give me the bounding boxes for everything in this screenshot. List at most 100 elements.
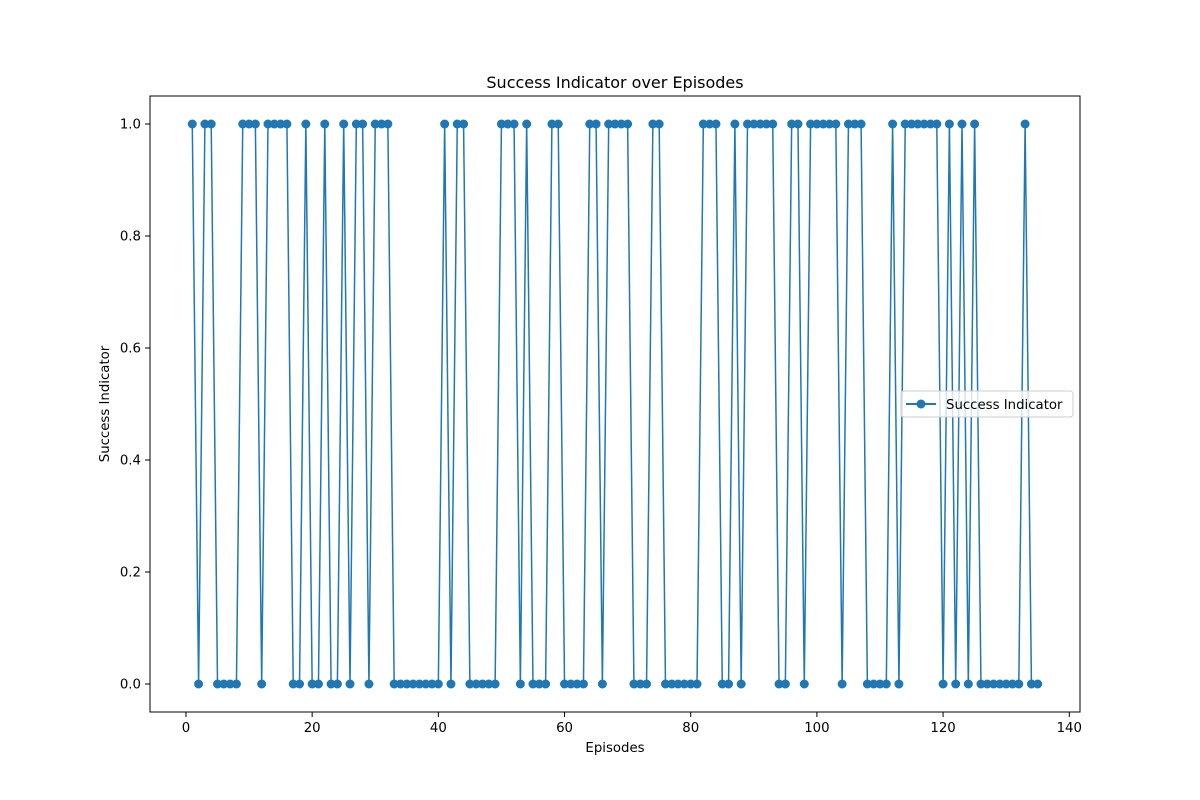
data-point: [888, 119, 898, 129]
data-point: [982, 679, 992, 689]
data-point: [509, 119, 519, 129]
data-point: [446, 679, 456, 689]
data-point: [408, 679, 418, 689]
data-point: [553, 119, 563, 129]
data-point: [200, 119, 210, 129]
data-point: [793, 119, 803, 129]
data-point: [421, 679, 431, 689]
series-group: [187, 119, 1043, 689]
data-point: [288, 679, 298, 689]
data-point: [1020, 119, 1030, 129]
data-point: [320, 119, 330, 129]
data-point: [806, 119, 816, 129]
data-point: [395, 679, 405, 689]
data-point: [389, 679, 399, 689]
data-point: [459, 119, 469, 129]
data-point: [560, 679, 570, 689]
data-point: [490, 679, 500, 689]
data-point: [364, 679, 374, 689]
data-point: [345, 679, 355, 689]
data-point: [919, 119, 929, 129]
data-point: [938, 679, 948, 689]
data-point: [825, 119, 835, 129]
data-point: [913, 119, 923, 129]
data-point: [244, 119, 254, 129]
data-point: [231, 679, 241, 689]
data-point: [213, 679, 223, 689]
data-point: [907, 119, 917, 129]
y-tick-label: 0.0: [120, 678, 141, 693]
x-tick-label: 80: [682, 721, 699, 736]
data-point: [427, 679, 437, 689]
y-tick-label: 0.8: [120, 230, 141, 245]
data-point: [812, 119, 822, 129]
data-point: [339, 119, 349, 129]
data-point: [957, 119, 967, 129]
data-point: [572, 679, 582, 689]
plot-frame: [149, 95, 1081, 713]
data-point: [187, 119, 197, 129]
data-point: [452, 119, 462, 129]
data-point: [862, 679, 872, 689]
data-point: [843, 119, 853, 129]
y-tick-label: 0.2: [120, 566, 141, 581]
data-point: [944, 119, 954, 129]
x-axis: 0 20 40 60 80 100 120 140: [182, 712, 1082, 736]
legend-marker-swatch: [916, 399, 926, 409]
data-point: [761, 119, 771, 129]
data-point: [629, 679, 639, 689]
data-point: [515, 679, 525, 689]
data-point: [698, 119, 708, 129]
data-point: [534, 679, 544, 689]
data-point: [326, 679, 336, 689]
data-point: [932, 119, 942, 129]
data-point: [471, 679, 481, 689]
data-point: [900, 119, 910, 129]
y-tick-label: 0.6: [120, 342, 141, 357]
data-point: [604, 119, 614, 129]
data-point: [673, 679, 683, 689]
data-point: [332, 679, 342, 689]
data-point: [768, 119, 778, 129]
data-point: [749, 119, 759, 129]
data-point: [610, 119, 620, 129]
data-point: [377, 119, 387, 129]
data-point: [925, 119, 935, 129]
data-point: [616, 119, 626, 129]
data-point: [307, 679, 317, 689]
data-point: [440, 119, 450, 129]
data-point: [1007, 679, 1017, 689]
data-point: [358, 119, 368, 129]
data-point: [705, 119, 715, 129]
data-point: [578, 679, 588, 689]
data-point: [566, 679, 576, 689]
data-point: [976, 679, 986, 689]
x-tick-label: 40: [430, 721, 447, 736]
data-point: [724, 679, 734, 689]
data-point: [679, 679, 689, 689]
data-point: [1001, 679, 1011, 689]
x-tick-label: 140: [1057, 721, 1082, 736]
data-point: [963, 679, 973, 689]
data-point: [881, 679, 891, 689]
data-point: [225, 679, 235, 689]
data-point: [351, 119, 361, 129]
data-point: [642, 679, 652, 689]
x-axis-label: Episodes: [585, 741, 644, 756]
data-point: [717, 679, 727, 689]
data-point: [730, 119, 740, 129]
data-point: [522, 119, 532, 129]
data-point: [496, 119, 506, 129]
data-point: [623, 119, 633, 129]
legend-label: Success Indicator: [946, 398, 1063, 413]
y-axis: 0.0 0.2 0.4 0.6 0.8 1.0: [120, 118, 150, 693]
x-tick-label: 60: [556, 721, 573, 736]
data-point: [743, 119, 752, 129]
data-point: [585, 119, 595, 129]
data-point: [755, 119, 765, 129]
data-point: [276, 119, 286, 129]
data-point: [635, 679, 645, 689]
data-point: [989, 679, 999, 689]
data-point: [686, 679, 696, 689]
